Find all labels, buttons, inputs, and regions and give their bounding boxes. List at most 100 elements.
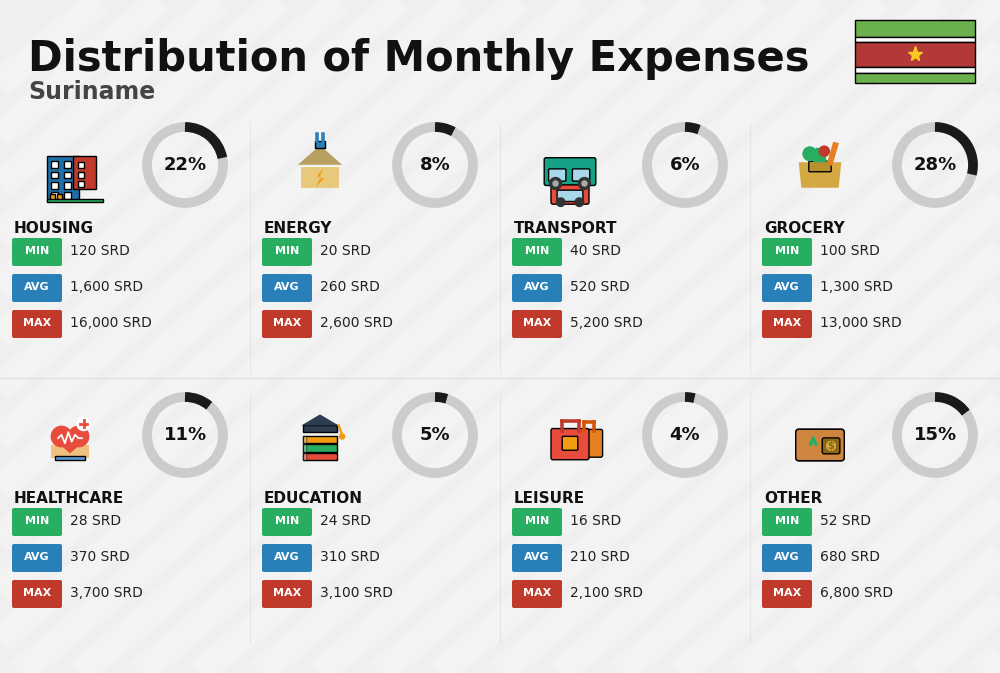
- Text: 4%: 4%: [670, 426, 700, 444]
- FancyBboxPatch shape: [47, 199, 103, 202]
- Text: 11%: 11%: [163, 426, 207, 444]
- FancyBboxPatch shape: [303, 453, 337, 460]
- Text: EDUCATION: EDUCATION: [264, 491, 363, 506]
- FancyBboxPatch shape: [12, 508, 62, 536]
- FancyBboxPatch shape: [303, 444, 337, 452]
- FancyBboxPatch shape: [557, 190, 583, 201]
- Text: MIN: MIN: [25, 246, 49, 256]
- Text: TRANSPORT: TRANSPORT: [514, 221, 618, 236]
- FancyBboxPatch shape: [762, 238, 812, 266]
- Text: 520 SRD: 520 SRD: [570, 280, 630, 294]
- FancyBboxPatch shape: [78, 172, 84, 178]
- Text: MAX: MAX: [773, 318, 801, 328]
- Text: 370 SRD: 370 SRD: [70, 550, 130, 564]
- FancyBboxPatch shape: [512, 580, 562, 608]
- FancyBboxPatch shape: [57, 194, 62, 201]
- FancyBboxPatch shape: [762, 544, 812, 572]
- Text: 1,600 SRD: 1,600 SRD: [70, 280, 143, 294]
- FancyBboxPatch shape: [303, 453, 306, 460]
- FancyBboxPatch shape: [855, 42, 975, 67]
- Text: 6%: 6%: [670, 156, 700, 174]
- Circle shape: [68, 426, 89, 447]
- FancyBboxPatch shape: [303, 444, 306, 452]
- FancyBboxPatch shape: [551, 185, 589, 204]
- Text: MIN: MIN: [525, 516, 549, 526]
- FancyBboxPatch shape: [262, 580, 312, 608]
- Text: AVG: AVG: [774, 552, 800, 562]
- FancyBboxPatch shape: [12, 580, 62, 608]
- FancyBboxPatch shape: [762, 580, 812, 608]
- Text: 40 SRD: 40 SRD: [570, 244, 621, 258]
- Circle shape: [553, 181, 558, 186]
- Text: 210 SRD: 210 SRD: [570, 550, 630, 564]
- Text: MAX: MAX: [523, 588, 551, 598]
- FancyBboxPatch shape: [512, 238, 562, 266]
- Polygon shape: [316, 168, 324, 187]
- FancyBboxPatch shape: [73, 156, 96, 188]
- Text: 3,700 SRD: 3,700 SRD: [70, 586, 143, 600]
- Text: 16 SRD: 16 SRD: [570, 514, 621, 528]
- Text: 15%: 15%: [913, 426, 957, 444]
- Text: AVG: AVG: [24, 282, 50, 292]
- Text: AVG: AVG: [274, 282, 300, 292]
- Text: MAX: MAX: [523, 318, 551, 328]
- Polygon shape: [799, 162, 841, 188]
- FancyBboxPatch shape: [512, 508, 562, 536]
- Text: 24 SRD: 24 SRD: [320, 514, 371, 528]
- Text: 2,100 SRD: 2,100 SRD: [570, 586, 643, 600]
- Circle shape: [819, 146, 829, 156]
- FancyBboxPatch shape: [12, 310, 62, 338]
- FancyBboxPatch shape: [796, 429, 844, 461]
- Circle shape: [550, 178, 562, 190]
- Text: HOUSING: HOUSING: [14, 221, 94, 236]
- Text: AVG: AVG: [24, 552, 50, 562]
- Text: 2,600 SRD: 2,600 SRD: [320, 316, 393, 330]
- Text: Suriname: Suriname: [28, 80, 155, 104]
- Circle shape: [827, 441, 835, 450]
- Text: AVG: AVG: [524, 552, 550, 562]
- Text: AVG: AVG: [774, 282, 800, 292]
- Circle shape: [803, 147, 817, 161]
- Text: 8%: 8%: [420, 156, 450, 174]
- FancyBboxPatch shape: [262, 310, 312, 338]
- FancyBboxPatch shape: [78, 181, 84, 187]
- Circle shape: [51, 426, 72, 447]
- FancyBboxPatch shape: [549, 169, 566, 181]
- Text: MIN: MIN: [525, 246, 549, 256]
- Polygon shape: [51, 445, 89, 458]
- Text: MIN: MIN: [25, 516, 49, 526]
- Text: LEISURE: LEISURE: [514, 491, 585, 506]
- Text: ENERGY: ENERGY: [264, 221, 332, 236]
- Circle shape: [556, 198, 565, 207]
- Text: $: $: [828, 441, 834, 451]
- FancyBboxPatch shape: [78, 162, 84, 168]
- Text: MAX: MAX: [23, 588, 51, 598]
- FancyBboxPatch shape: [855, 67, 975, 73]
- FancyBboxPatch shape: [303, 435, 337, 444]
- FancyBboxPatch shape: [512, 274, 562, 302]
- Text: OTHER: OTHER: [764, 491, 822, 506]
- Text: 6,800 SRD: 6,800 SRD: [820, 586, 893, 600]
- FancyBboxPatch shape: [51, 192, 58, 199]
- FancyBboxPatch shape: [12, 274, 62, 302]
- FancyBboxPatch shape: [64, 172, 71, 178]
- Circle shape: [578, 178, 590, 190]
- Circle shape: [582, 181, 587, 186]
- Text: MIN: MIN: [775, 246, 799, 256]
- Text: Distribution of Monthly Expenses: Distribution of Monthly Expenses: [28, 38, 810, 80]
- Polygon shape: [813, 148, 827, 162]
- Text: MAX: MAX: [773, 588, 801, 598]
- Text: HEALTHCARE: HEALTHCARE: [14, 491, 124, 506]
- Circle shape: [827, 441, 835, 450]
- FancyBboxPatch shape: [262, 274, 312, 302]
- Text: 52 SRD: 52 SRD: [820, 514, 871, 528]
- Text: 100 SRD: 100 SRD: [820, 244, 880, 258]
- Text: MAX: MAX: [23, 318, 51, 328]
- FancyBboxPatch shape: [51, 172, 58, 178]
- Text: 310 SRD: 310 SRD: [320, 550, 380, 564]
- Polygon shape: [51, 437, 89, 454]
- Text: 20 SRD: 20 SRD: [320, 244, 371, 258]
- FancyBboxPatch shape: [315, 141, 325, 148]
- Text: 28 SRD: 28 SRD: [70, 514, 121, 528]
- FancyBboxPatch shape: [64, 162, 71, 168]
